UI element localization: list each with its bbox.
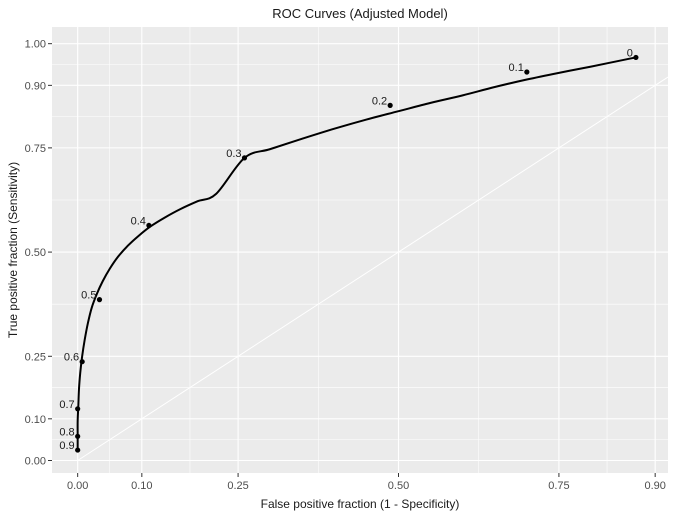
y-tick-label: 1.00 bbox=[25, 39, 46, 51]
threshold-point bbox=[387, 102, 393, 108]
threshold-point bbox=[96, 297, 103, 303]
y-tick-label: 0.00 bbox=[25, 455, 46, 467]
y-axis-title: True positive fraction (Sensitivity) bbox=[6, 162, 20, 338]
reference-diagonal bbox=[77, 76, 669, 461]
threshold-point bbox=[79, 359, 85, 365]
threshold-label: 0.6 bbox=[64, 352, 79, 364]
threshold-label: 0.1 bbox=[509, 62, 524, 74]
threshold-point bbox=[75, 433, 81, 439]
x-tick-label: 0.10 bbox=[131, 480, 152, 492]
y-tick-label: 0.75 bbox=[25, 143, 46, 155]
x-axis: 0.00 0.10 0.25 0.50 0.75 0.90 bbox=[67, 473, 666, 492]
y-tick-label: 0.25 bbox=[25, 351, 46, 363]
threshold-points: 0.9 0.8 0.7 0.6 0.5 0.4 0.3 0.2 0.1 0 bbox=[59, 47, 639, 453]
threshold-point bbox=[75, 447, 81, 453]
threshold-label: 0.2 bbox=[372, 95, 387, 107]
y-axis: 0.00 0.10 0.25 0.50 0.75 0.90 1.00 bbox=[25, 39, 52, 467]
y-tick-label: 0.10 bbox=[25, 414, 46, 426]
x-tick-label: 0.75 bbox=[548, 480, 569, 492]
y-tick-label: 0.50 bbox=[25, 247, 46, 259]
x-tick-label: 0.90 bbox=[644, 480, 665, 492]
threshold-label: 0.3 bbox=[226, 148, 241, 160]
x-tick-label: 0.00 bbox=[67, 480, 88, 492]
threshold-label: 0.4 bbox=[131, 215, 146, 227]
x-tick-label: 0.50 bbox=[388, 480, 409, 492]
chart-title: ROC Curves (Adjusted Model) bbox=[272, 6, 448, 21]
threshold-point bbox=[75, 406, 81, 412]
y-tick-label: 0.90 bbox=[25, 80, 46, 92]
threshold-point bbox=[146, 222, 152, 229]
grid-lines bbox=[52, 27, 668, 473]
threshold-label: 0 bbox=[627, 47, 633, 59]
threshold-point bbox=[524, 69, 530, 75]
threshold-label: 0.8 bbox=[59, 426, 74, 438]
plot-panel bbox=[52, 27, 668, 473]
threshold-label: 0.9 bbox=[59, 440, 74, 452]
x-axis-title: False positive fraction (1 - Specificity… bbox=[261, 497, 460, 511]
x-tick-label: 0.25 bbox=[227, 480, 248, 492]
threshold-point bbox=[633, 54, 639, 61]
threshold-label: 0.5 bbox=[81, 290, 96, 302]
threshold-label: 0.7 bbox=[59, 399, 74, 411]
threshold-point bbox=[241, 155, 248, 161]
